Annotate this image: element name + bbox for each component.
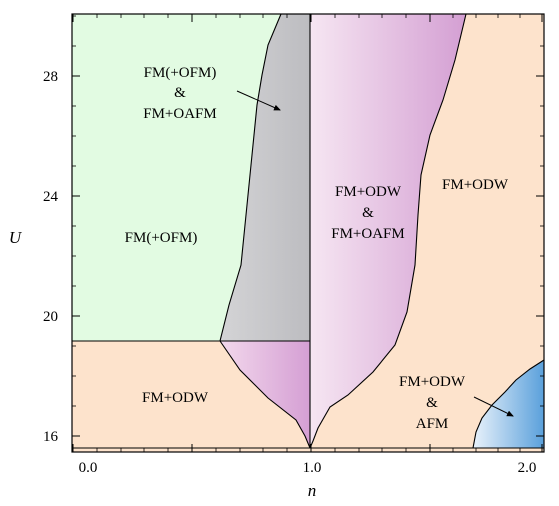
phase-boundaries	[72, 13, 545, 449]
label-peach-right: FM+ODW	[442, 177, 509, 193]
region-green	[72, 14, 281, 341]
label-pink-line2: &	[362, 205, 374, 221]
label-blue-line2: &	[426, 395, 438, 411]
y-tick-label: 24	[43, 189, 59, 205]
y-tick-label: 28	[43, 69, 58, 85]
y-tick-label: 16	[43, 429, 59, 445]
arrow-to-gray-region	[236, 90, 281, 111]
plot-frame	[71, 13, 545, 453]
x-tick-label: 2.0	[518, 460, 537, 476]
label-peach-lower-left: FM+ODW	[142, 390, 209, 406]
label-green: FM(+OFM)	[125, 230, 198, 246]
region-blue	[473, 360, 544, 448]
region-gray	[220, 14, 310, 341]
label-gray-line3: FM+OAFM	[143, 106, 216, 122]
axis-ticks	[72, 14, 544, 452]
x-axis-label: n	[308, 481, 317, 500]
y-axis-label: U	[9, 228, 23, 247]
label-gray-line1: FM(+OFM)	[144, 65, 217, 81]
x-tick-label: 0.0	[79, 460, 98, 476]
label-blue-line3: AFM	[416, 416, 449, 432]
region-pink-upper	[310, 14, 466, 448]
label-gray-line2: &	[174, 85, 186, 101]
label-blue-line1: FM+ODW	[399, 374, 466, 390]
label-pink-line1: FM+ODW	[335, 184, 402, 200]
y-tick-label: 20	[43, 309, 58, 325]
axis-minor-ticks	[72, 14, 544, 452]
label-pink-line3: FM+OAFM	[331, 226, 404, 242]
x-tick-label: 1.0	[303, 460, 322, 476]
arrow-to-blue-region	[473, 396, 514, 417]
